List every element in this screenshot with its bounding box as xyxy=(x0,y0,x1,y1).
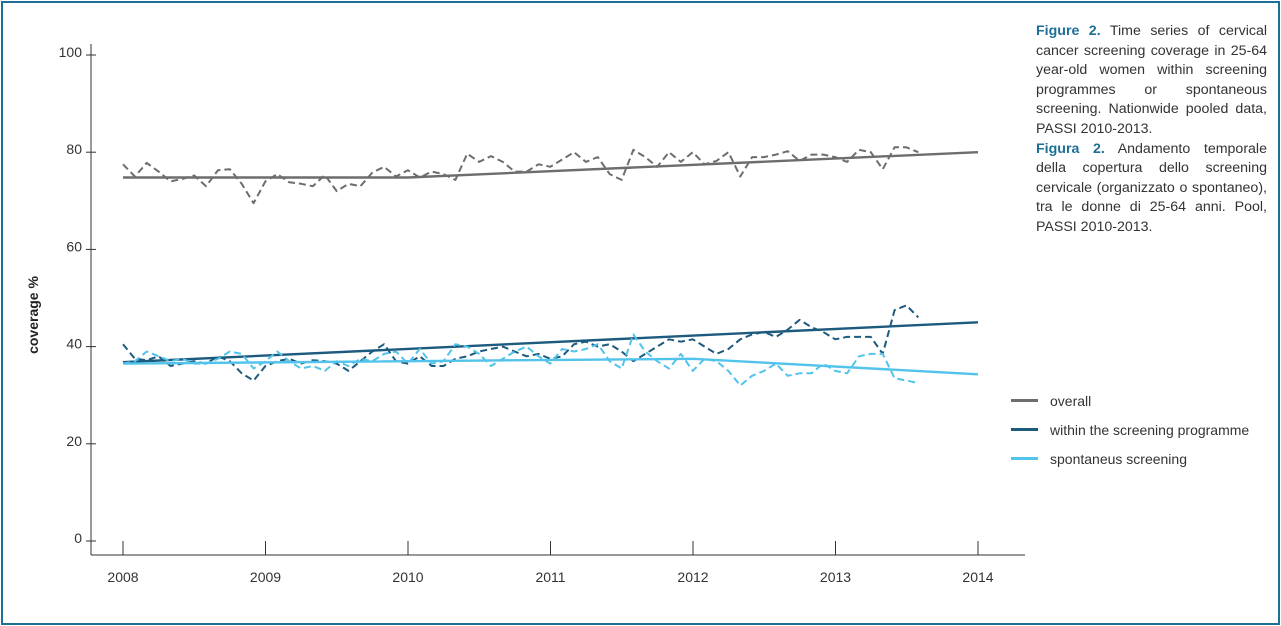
caption-italian: Figura 2. Andamento temporale della cope… xyxy=(1036,140,1267,238)
y-tick-label: 40 xyxy=(66,336,82,352)
x-tick-label: 2009 xyxy=(250,569,281,585)
y-tick-label: 100 xyxy=(59,44,83,60)
x-tick-label: 2014 xyxy=(962,569,993,585)
line-chart: 2008 2009 2010 2011 2012 2013 2014 0 20 40 60 80 100… xyxy=(25,44,1025,585)
y-axis-label: coverage % xyxy=(25,276,41,354)
y-tick-label: 80 xyxy=(66,141,82,157)
caption-english: Figure 2. Time series of cervical cancer… xyxy=(1036,22,1267,140)
caption-italian-label: Figura 2. xyxy=(1036,140,1105,157)
legend-swatch-programme xyxy=(1011,428,1038,431)
legend-label-overall: overall xyxy=(1050,392,1092,409)
legend-item-overall: overall xyxy=(1011,386,1249,415)
series-line-overall-trend xyxy=(123,151,979,179)
series-line-spontaneous-trend xyxy=(122,357,979,376)
legend-label-programme: within the screening programme xyxy=(1050,421,1250,438)
chart-legend: overall within the screening programme s… xyxy=(1011,386,1249,473)
legend-label-spontaneous: spontaneus screening xyxy=(1050,450,1187,467)
series-line-programme-dashed xyxy=(122,304,920,382)
caption-italian-text: Andamento temporale della copertura dell… xyxy=(1036,140,1267,235)
series-line-spontaneous-dashed xyxy=(122,333,919,387)
legend-swatch-spontaneous xyxy=(1011,457,1038,460)
legend-swatch-overall xyxy=(1011,399,1038,402)
legend-item-spontaneous: spontaneus screening xyxy=(1011,444,1249,473)
x-tick-label: 2008 xyxy=(107,569,138,585)
legend-item-programme: within the screening programme xyxy=(1011,415,1249,444)
caption-english-label: Figure 2. xyxy=(1036,23,1101,39)
caption-english-text: Time series of cervical cancer screening… xyxy=(1036,23,1267,137)
x-tick-label: 2010 xyxy=(392,569,423,585)
chart-axes: 2008 2009 2010 2011 2012 2013 2014 0 20 40 60 80 100 xyxy=(59,44,1025,585)
x-tick-label: 2011 xyxy=(535,569,565,585)
x-tick-label: 2013 xyxy=(820,569,851,585)
y-tick-label: 20 xyxy=(66,433,82,449)
figure-caption: Figure 2. Time series of cervical cancer… xyxy=(1036,22,1267,238)
y-tick-label: 0 xyxy=(74,530,82,546)
series-line-overall-dashed xyxy=(122,146,919,205)
y-tick-label: 60 xyxy=(66,238,82,254)
x-tick-label: 2012 xyxy=(677,569,708,585)
series-line-programme-trend xyxy=(122,321,979,364)
chart-series xyxy=(122,146,979,387)
